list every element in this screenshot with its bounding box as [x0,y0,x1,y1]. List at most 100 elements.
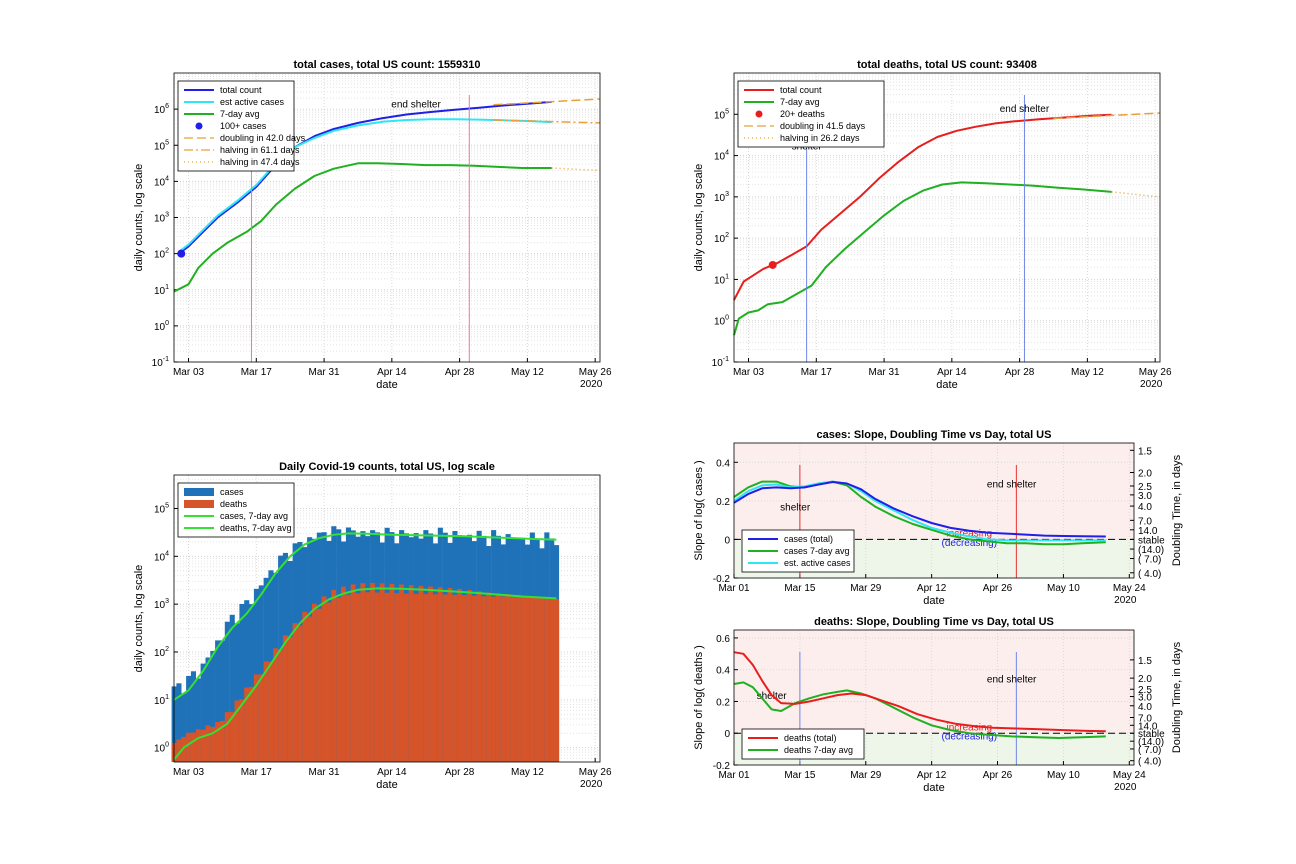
legend-swatch [195,122,203,130]
y-tick-label: 102 [714,232,729,245]
legend-label: doubling in 41.5 days [780,121,866,131]
y2-tick-label: stable [1138,535,1165,546]
axes-frame [733,442,1135,579]
bar-deaths [181,736,187,762]
bar-deaths [253,674,259,762]
bar-cases [195,678,201,762]
y-tick-label: 104 [154,175,169,188]
y-axis-label: Slope of log( cases ) [693,460,705,560]
y-tick-label: 0.4 [716,458,730,469]
bar-deaths [229,711,235,762]
y2-tick-label: ( 4.0) [1138,757,1161,768]
x-tick-label: Mar 01 [718,770,750,781]
legend-label: 7-day avg [220,109,260,119]
x-tick-label: Apr 14 [937,367,967,378]
bar-cases [205,657,211,762]
y2-tick-label: (14.0) [1138,737,1164,748]
y-tick-label: 104 [714,150,729,163]
x-tick-label: Mar 17 [801,367,833,378]
legend-label: est active cases [220,97,285,107]
bar-deaths [544,598,550,762]
bar-cases [215,640,221,762]
bar-deaths [326,602,332,762]
legend-label: deaths (total) [784,733,837,743]
bar-cases [239,604,245,762]
bar-cases [200,663,206,762]
year-label: 2020 [580,779,603,790]
x-tick-label: Mar 31 [869,367,901,378]
y-tick-label: 0 [724,535,730,546]
y-tick-label: 10-1 [712,356,729,369]
y-axis-label: daily counts, log scale [133,565,145,673]
bar-deaths [336,597,342,762]
x-tick-label: Apr 26 [983,583,1013,594]
bar-deaths [268,661,274,762]
y-tick-label: 10-1 [152,356,169,369]
x-tick-label: Mar 31 [309,767,341,778]
y2-tick-label: 7.0 [1138,714,1152,725]
increasing-region [734,443,1134,540]
bar-deaths [442,594,448,762]
y-tick-label: 103 [154,212,169,225]
y2-tick-label: 14.0 [1138,526,1158,537]
year-label: 2020 [1114,595,1137,606]
projection-line [551,167,601,172]
bar-deaths [360,583,366,762]
bar-deaths [384,592,390,762]
chart-title: total cases, total US count: 1559310 [293,59,480,71]
y-tick-label: 105 [154,139,169,152]
legend-label: est. active cases [784,558,851,568]
y-axis-label: daily counts, log scale [133,164,145,272]
bar-deaths [210,726,216,762]
bar-deaths [457,588,463,762]
annotation-text: end shelter [987,674,1037,685]
x-tick-label: May 24 [1113,583,1146,594]
bar-cases [229,614,235,762]
bar-deaths [273,648,279,762]
bar-cases [224,621,230,762]
x-tick-label: Mar 29 [850,770,882,781]
year-label: 2020 [1140,379,1163,390]
bar-deaths [515,594,521,762]
y2-tick-label: 1.5 [1138,656,1152,667]
x-tick-label: Apr 12 [917,770,947,781]
legend-label: cases 7-day avg [784,546,850,556]
legend-label: cases (total) [784,534,833,544]
legend-label: 7-day avg [780,97,820,107]
bar-deaths [224,712,230,762]
x-tick-label: Mar 17 [241,767,273,778]
legend-label: total count [780,85,822,95]
y-tick-label: 100 [714,315,729,328]
bar-deaths [433,594,439,762]
y-tick-label: 0.6 [716,634,730,645]
x-tick-label: May 12 [1071,367,1104,378]
bar-deaths [239,699,245,762]
x-tick-label: Apr 28 [445,767,475,778]
chart-deaths-slope: Mar 01 Mar 15 Mar 29 Apr 12 Apr 26 May 10 May … [693,616,1183,794]
bar-deaths [374,592,380,762]
y2-tick-label: stable [1138,729,1165,740]
legend-swatch [184,488,214,496]
y-tick-label: 0.4 [716,666,730,677]
y2-tick-label: 2.0 [1138,674,1152,685]
series-line-deaths-7-day-avg [173,587,557,761]
bar-deaths [471,595,477,762]
legend-label: 100+ cases [220,121,267,131]
annotation-text: shelter [780,503,811,514]
series-line-cases-total- [733,481,1106,538]
bar-cases [249,604,255,762]
bar-deaths [510,596,516,762]
series-line-est-active-cases [733,480,1106,542]
bar-deaths [437,587,443,762]
bar-deaths [534,596,540,762]
x-tick-label: Apr 14 [377,367,407,378]
legend-label: halving in 26.2 days [780,133,860,143]
series-line-total-count [178,100,552,255]
legend-label: deaths, 7-day avg [220,523,292,533]
axes-frame [733,72,1161,363]
annotation-text: end shelter [987,479,1037,490]
y-tick-label: 102 [154,646,169,659]
y-tick-label: 106 [154,103,169,116]
axes-frame [173,474,601,763]
